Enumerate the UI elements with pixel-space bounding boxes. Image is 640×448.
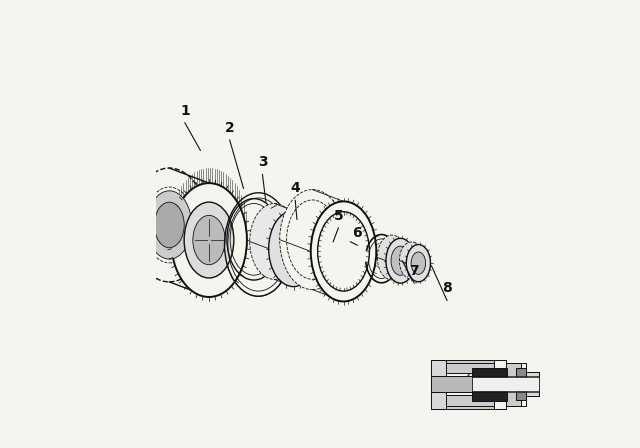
Ellipse shape (269, 211, 318, 287)
Ellipse shape (147, 191, 191, 259)
Bar (431, 360, 446, 409)
Bar (506, 362, 521, 406)
Ellipse shape (399, 242, 424, 279)
Ellipse shape (283, 251, 292, 265)
Ellipse shape (250, 203, 300, 280)
Ellipse shape (281, 230, 306, 268)
Ellipse shape (386, 238, 415, 283)
Ellipse shape (295, 251, 304, 265)
Ellipse shape (184, 202, 234, 278)
Text: 3: 3 (258, 155, 268, 169)
Bar (472, 367, 508, 401)
Ellipse shape (311, 202, 376, 302)
Ellipse shape (287, 239, 300, 258)
Bar (446, 360, 493, 373)
Ellipse shape (154, 202, 184, 248)
Ellipse shape (283, 232, 292, 246)
Ellipse shape (406, 245, 431, 282)
Ellipse shape (145, 187, 194, 263)
Text: 4: 4 (291, 181, 300, 195)
Bar (526, 372, 539, 396)
Ellipse shape (378, 235, 406, 280)
Text: 5: 5 (333, 209, 343, 223)
Text: 7: 7 (410, 264, 419, 278)
Text: 2: 2 (225, 121, 235, 135)
Bar (516, 368, 526, 400)
Text: 8: 8 (442, 281, 452, 295)
Ellipse shape (317, 212, 369, 291)
Text: 6: 6 (353, 226, 362, 240)
Ellipse shape (280, 190, 345, 290)
Bar (472, 377, 539, 391)
Ellipse shape (193, 215, 225, 265)
Ellipse shape (287, 200, 339, 279)
Ellipse shape (295, 232, 304, 246)
Ellipse shape (131, 168, 207, 282)
Ellipse shape (411, 252, 426, 274)
Bar (446, 395, 493, 409)
Ellipse shape (171, 183, 247, 297)
Text: 00003263: 00003263 (450, 360, 493, 370)
Ellipse shape (391, 246, 410, 276)
Bar (431, 376, 529, 392)
Text: 1: 1 (180, 103, 189, 117)
